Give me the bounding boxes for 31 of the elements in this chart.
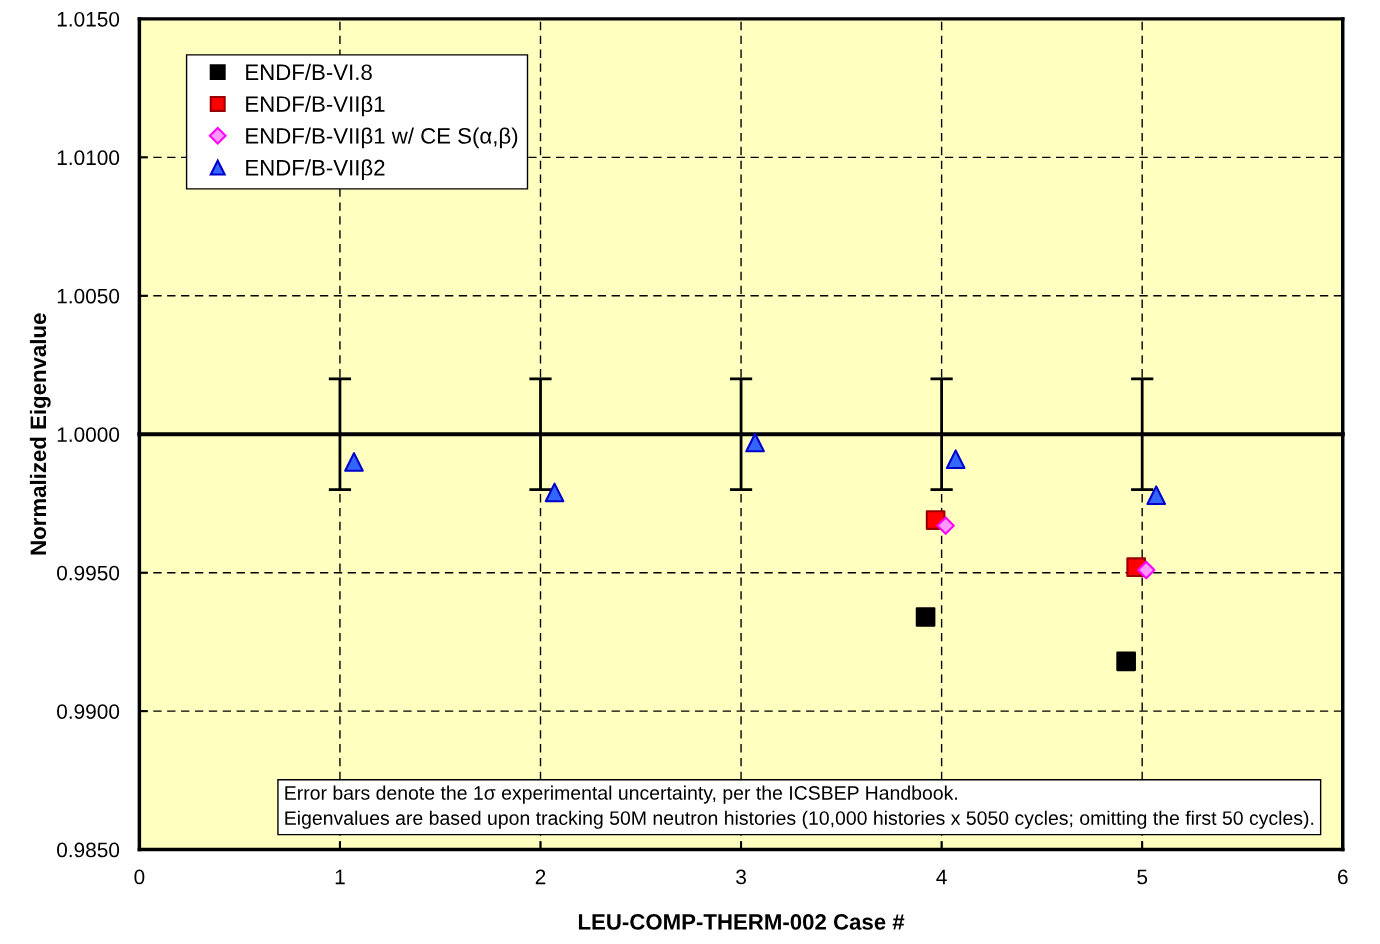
point — [945, 449, 966, 469]
y-tick-label: 1.0050 — [57, 288, 120, 304]
y-tick-label: 0.9850 — [57, 842, 120, 858]
legend-label: ENDF/B-VI.8 — [246, 63, 372, 81]
y-tick-label: 0.9950 — [57, 565, 120, 581]
y-tick-label: 1.0100 — [57, 150, 120, 166]
x-tick-label: 2 — [535, 869, 546, 885]
legend-label: ENDF/B-VIIβ1 w/ CE S(α,β) — [246, 127, 518, 149]
y-tick-label: 1.0000 — [57, 427, 120, 442]
x-tick-label: 5 — [1137, 869, 1148, 885]
annotation: Error bars denote the 1σ experimental uncertainty, per the ICSBEP Handbook. — [285, 785, 957, 804]
x-tick-label: 3 — [736, 869, 746, 885]
x-tick-label: 4 — [936, 869, 947, 885]
x-axis-title: LEU-COMP-THERM-002 Case # — [578, 914, 905, 930]
legend-label: ENDF/B-VIIβ1 — [246, 95, 385, 117]
y-tick-label: 1.0150 — [57, 11, 120, 27]
point — [936, 516, 955, 535]
point — [1136, 560, 1156, 580]
point — [745, 432, 765, 453]
point — [915, 607, 936, 627]
point — [344, 452, 364, 472]
annotation: Eigenvalues are based upon tracking 50M neutron histories (10,000 histories x 5050 cycles; omitting the first 50 cycles). — [285, 810, 1314, 829]
x-tick-label: 6 — [1338, 869, 1348, 885]
point — [544, 482, 565, 503]
y-axis-title: Normalized Eigenvalue — [29, 313, 51, 555]
y-tick-label: 0.9900 — [57, 704, 120, 719]
x-tick-label: 0 — [134, 869, 145, 885]
point — [1146, 485, 1167, 505]
legend-label: ENDF/B-VIIβ2 — [246, 159, 385, 180]
point — [1116, 651, 1136, 672]
x-tick-label: 1 — [335, 869, 345, 885]
